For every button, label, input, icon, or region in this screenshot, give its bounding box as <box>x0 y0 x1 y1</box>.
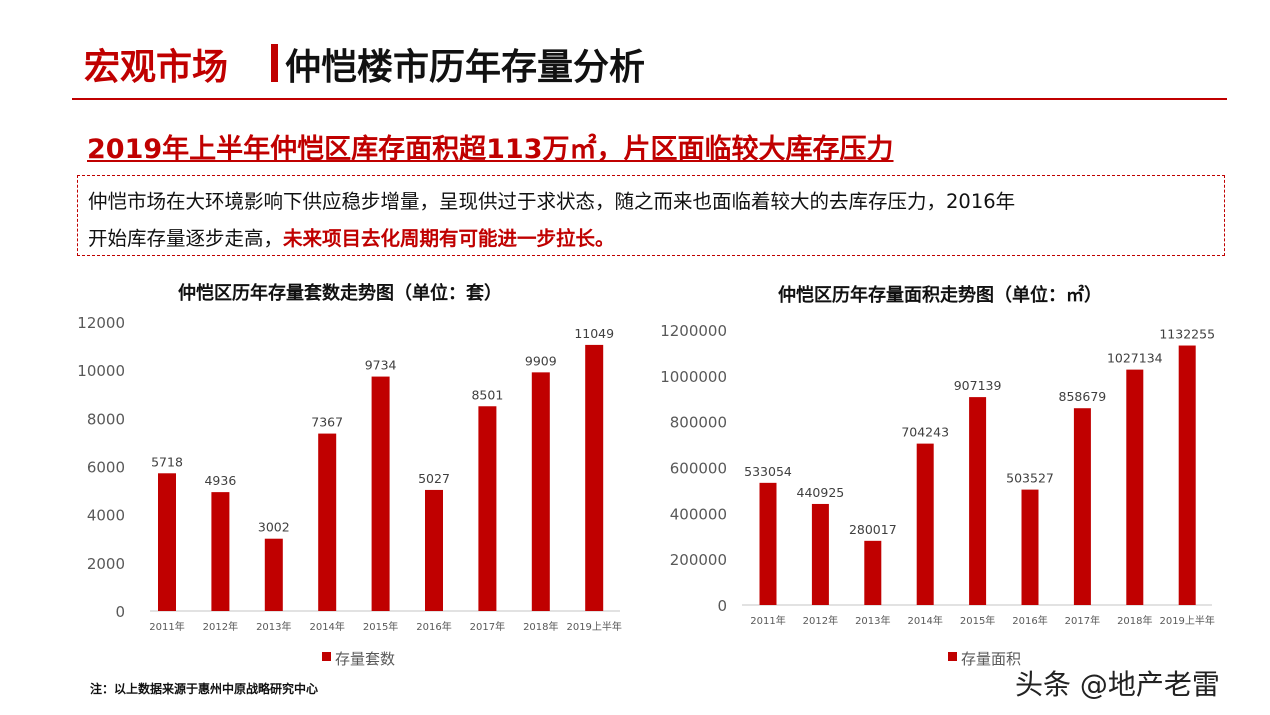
title-divider <box>271 44 278 82</box>
bar <box>318 433 337 611</box>
data-label: 280017 <box>849 522 897 537</box>
x-tick-label: 2018年 <box>523 620 558 633</box>
data-label: 1027134 <box>1107 351 1163 366</box>
y-tick-label: 12000 <box>77 314 125 332</box>
bar <box>1178 345 1196 605</box>
chart-title: 仲恺区历年存量套数走势图（单位：套） <box>178 282 502 304</box>
y-tick-label: 0 <box>717 597 727 615</box>
bar <box>759 482 777 605</box>
data-label: 704243 <box>901 425 949 440</box>
legend-label: 存量面积 <box>961 650 1021 668</box>
x-tick-label: 2015年 <box>960 614 995 627</box>
bar <box>969 397 987 605</box>
data-label: 4936 <box>204 473 236 488</box>
x-tick-label: 2016年 <box>1012 614 1047 627</box>
x-tick-label: 2019上半年 <box>1159 614 1214 627</box>
bar <box>811 503 829 605</box>
bar <box>371 376 390 611</box>
bar <box>916 443 934 605</box>
y-tick-label: 0 <box>115 603 125 621</box>
bar <box>264 538 283 611</box>
bar <box>1021 489 1039 605</box>
data-label: 440925 <box>797 485 845 500</box>
y-tick-label: 2000 <box>87 555 125 573</box>
x-tick-label: 2017年 <box>1065 614 1100 627</box>
section-label: 宏观市场 <box>84 47 229 88</box>
y-tick-label: 800000 <box>670 414 727 432</box>
data-label: 3002 <box>258 520 290 535</box>
legend-swatch <box>322 652 331 661</box>
y-tick-label: 600000 <box>670 460 727 478</box>
y-tick-label: 8000 <box>87 410 125 428</box>
bar <box>478 406 497 611</box>
x-tick-label: 2019上半年 <box>566 620 621 633</box>
data-label: 7367 <box>311 415 343 430</box>
data-label: 9909 <box>525 353 557 368</box>
data-label: 503527 <box>1006 471 1054 486</box>
bar <box>158 473 176 611</box>
footnote: 注：以上数据来源于惠州中原战略研究中心 <box>90 682 319 696</box>
y-tick-label: 10000 <box>77 362 125 380</box>
data-label: 1132255 <box>1159 327 1215 342</box>
data-label: 907139 <box>954 378 1002 393</box>
x-tick-label: 2014年 <box>907 614 942 627</box>
data-label: 8501 <box>471 387 503 402</box>
summary-line-2: 开始库存量逐步走高，未来项目去化周期有可能进一步拉长。 <box>88 220 1015 257</box>
bar <box>585 344 604 611</box>
bar <box>864 540 882 605</box>
bar <box>425 489 443 611</box>
y-tick-label: 1000000 <box>660 368 727 386</box>
summary-text: 仲恺市场在大环境影响下供应稳步增量，呈现供过于求状态，随之而来也面临着较大的去库… <box>88 183 1015 257</box>
x-tick-label: 2016年 <box>416 620 451 633</box>
data-label: 533054 <box>744 464 792 479</box>
y-tick-label: 6000 <box>87 459 125 477</box>
data-label: 858679 <box>1059 389 1107 404</box>
summary-plain: 开始库存量逐步走高， <box>88 227 284 250</box>
data-label: 9734 <box>365 358 397 373</box>
chart-title: 仲恺区历年存量面积走势图（单位：㎡） <box>778 284 1102 306</box>
x-tick-label: 2017年 <box>470 620 505 633</box>
data-label: 5718 <box>151 454 183 469</box>
x-tick-label: 2011年 <box>149 620 184 633</box>
y-tick-label: 4000 <box>87 507 125 525</box>
x-tick-label: 2011年 <box>750 614 785 627</box>
x-tick-label: 2012年 <box>203 620 238 633</box>
bar <box>1073 408 1091 605</box>
y-tick-label: 200000 <box>670 551 727 569</box>
bar <box>531 372 550 611</box>
x-tick-label: 2013年 <box>855 614 890 627</box>
summary-box <box>77 175 1225 256</box>
header-rule <box>72 98 1227 100</box>
y-tick-label: 1200000 <box>660 322 727 340</box>
bar <box>211 492 230 611</box>
data-label: 11049 <box>574 326 614 341</box>
x-tick-label: 2013年 <box>256 620 291 633</box>
summary-highlight: 未来项目去化周期有可能进一步拉长。 <box>283 227 615 250</box>
watermark: 头条 @地产老雷 <box>1015 668 1220 701</box>
x-tick-label: 2018年 <box>1117 614 1152 627</box>
x-tick-label: 2012年 <box>803 614 838 627</box>
legend-swatch <box>948 652 957 661</box>
y-tick-label: 400000 <box>670 505 727 523</box>
summary-line-1: 仲恺市场在大环境影响下供应稳步增量，呈现供过于求状态，随之而来也面临着较大的去库… <box>88 190 1016 213</box>
subtitle: 2019年上半年仲恺区库存面积超113万㎡，片区面临较大库存压力 <box>87 134 894 165</box>
x-tick-label: 2014年 <box>309 620 344 633</box>
page-title: 仲恺楼市历年存量分析 <box>285 47 646 88</box>
data-label: 5027 <box>418 471 450 486</box>
bar <box>1126 369 1144 605</box>
x-tick-label: 2015年 <box>363 620 398 633</box>
legend-label: 存量套数 <box>335 650 395 668</box>
